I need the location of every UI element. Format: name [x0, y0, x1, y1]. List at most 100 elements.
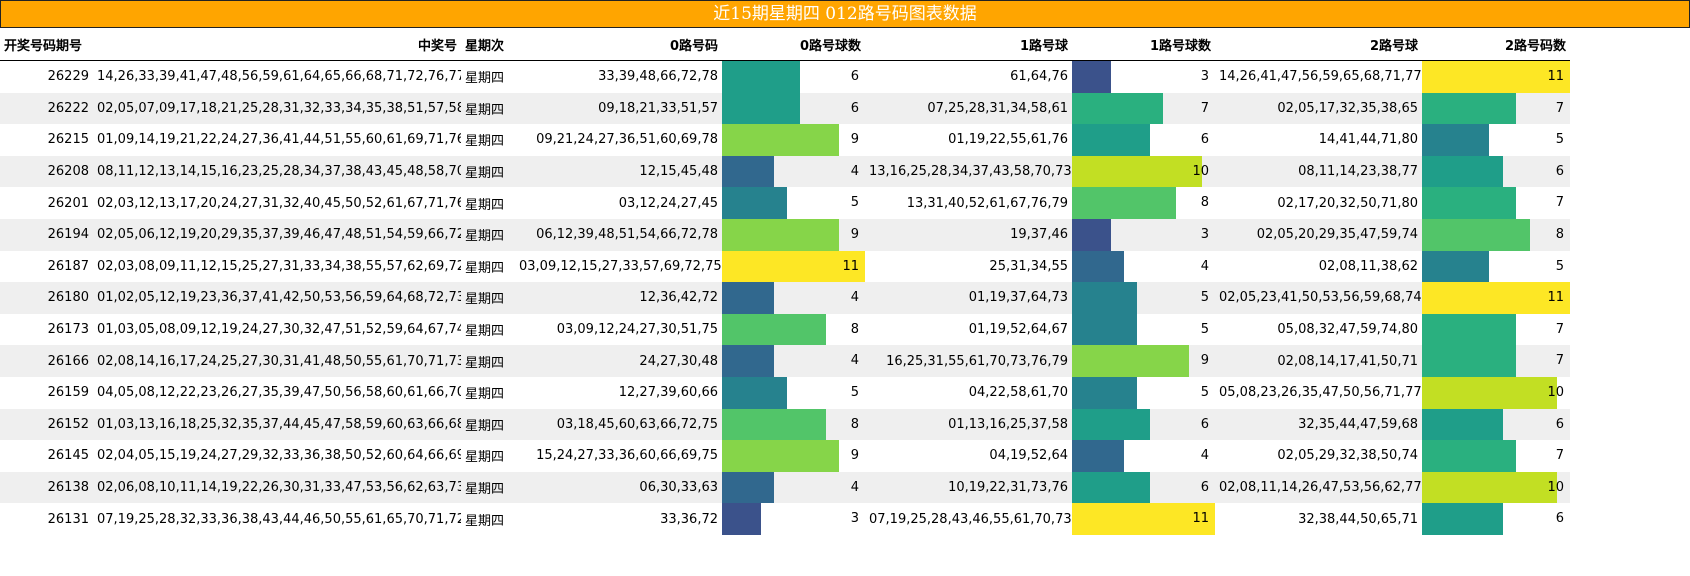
cell-route0-numbers: 06,30,33,63: [515, 471, 722, 504]
cell-route1-count: 5: [1072, 313, 1215, 346]
count-value: 7: [1555, 353, 1564, 369]
cell-route2-count: 5: [1422, 250, 1570, 283]
cell-period: 26138: [0, 471, 93, 504]
cell-period: 26173: [0, 313, 93, 346]
header-weekday[interactable]: 星期次: [461, 28, 515, 61]
cell-route1-numbers: 01,19,37,64,73: [865, 282, 1072, 314]
cell-route1-numbers: 04,19,52,64: [865, 440, 1072, 472]
cell-period: 26145: [0, 440, 93, 472]
header-numbers[interactable]: 中奖号: [93, 28, 461, 61]
table-row: 26208 08,11,12,13,14,15,16,23,25,28,34,37…: [0, 155, 1570, 188]
cell-route2-numbers: 02,05,29,32,38,50,74: [1215, 440, 1422, 472]
table-row: 26222 02,05,07,09,17,18,21,25,28,31,32,33…: [0, 92, 1570, 125]
count-value: 7: [1555, 100, 1564, 116]
header-route0-numbers[interactable]: 0路号码: [515, 28, 722, 61]
count-value: 6: [850, 100, 859, 116]
count-value: 3: [850, 511, 859, 527]
cell-weekday: 星期四: [461, 313, 515, 346]
count-value: 7: [1555, 448, 1564, 464]
table-row: 26152 01,03,13,16,18,25,32,35,37,44,45,47…: [0, 408, 1570, 441]
count-bar: [722, 408, 826, 441]
count-value: 9: [850, 226, 859, 242]
cell-route1-count: 4: [1072, 440, 1215, 472]
cell-weekday: 星期四: [461, 218, 515, 251]
cell-route0-count: 4: [722, 155, 865, 188]
count-bar: [722, 124, 839, 156]
table-row: 26180 01,02,05,12,19,23,36,37,41,42,50,53…: [0, 282, 1570, 314]
count-bar: [722, 345, 774, 377]
cell-weekday: 星期四: [461, 250, 515, 283]
cell-route1-count: 4: [1072, 250, 1215, 283]
count-bar: [722, 218, 839, 251]
cell-route1-count: 6: [1072, 408, 1215, 441]
count-bar: [1422, 471, 1557, 504]
count-value: 7: [1200, 100, 1209, 116]
cell-route0-count: 4: [722, 282, 865, 314]
cell-period: 26166: [0, 345, 93, 377]
cell-route0-numbers: 03,12,24,27,45: [515, 187, 722, 219]
cell-route0-count: 8: [722, 408, 865, 441]
header-row: 开奖号码期号 中奖号 星期次 0路号码 0路号球数 1路号球 1路号球数 2路号…: [0, 28, 1570, 61]
count-value: 6: [1555, 163, 1564, 179]
cell-route2-numbers: 02,08,14,17,41,50,71: [1215, 345, 1422, 377]
cell-route0-numbers: 15,24,27,33,36,60,66,69,75: [515, 440, 722, 472]
table-row: 26194 02,05,06,12,19,20,29,35,37,39,46,47…: [0, 218, 1570, 251]
cell-route1-count: 5: [1072, 376, 1215, 409]
cell-period: 26201: [0, 187, 93, 219]
count-bar: [1072, 376, 1137, 409]
count-bar: [722, 313, 826, 346]
table-row: 26131 07,19,25,28,32,33,36,38,43,44,46,50…: [0, 503, 1570, 535]
cell-route2-numbers: 02,08,11,38,62: [1215, 250, 1422, 283]
cell-route0-numbers: 09,21,24,27,36,51,60,69,78: [515, 124, 722, 156]
cell-route2-numbers: 14,26,41,47,56,59,65,68,71,77,80: [1215, 60, 1422, 93]
cell-route2-numbers: 05,08,32,47,59,74,80: [1215, 313, 1422, 346]
count-value: 5: [1200, 321, 1209, 337]
cell-weekday: 星期四: [461, 92, 515, 125]
count-bar: [1422, 313, 1517, 346]
cell-route1-count: 3: [1072, 218, 1215, 251]
header-route2-numbers[interactable]: 2路号球: [1215, 28, 1422, 61]
cell-route2-numbers: 08,11,14,23,38,77: [1215, 155, 1422, 188]
header-route0-count[interactable]: 0路号球数: [722, 28, 865, 61]
header-route1-numbers[interactable]: 1路号球: [865, 28, 1072, 61]
count-bar: [722, 187, 787, 219]
cell-period: 26152: [0, 408, 93, 441]
cell-numbers: 02,05,06,12,19,20,29,35,37,39,46,47,48,5…: [93, 218, 461, 251]
cell-route1-numbers: 13,16,25,28,34,37,43,58,70,73: [865, 155, 1072, 188]
cell-numbers: 02,03,08,09,11,12,15,25,27,31,33,34,38,5…: [93, 250, 461, 283]
cell-weekday: 星期四: [461, 408, 515, 441]
count-bar: [1422, 250, 1490, 283]
count-bar: [1422, 345, 1517, 377]
count-bar: [1422, 408, 1503, 441]
count-value: 11: [1547, 290, 1564, 306]
cell-route1-numbers: 01,13,16,25,37,58: [865, 408, 1072, 441]
cell-numbers: 08,11,12,13,14,15,16,23,25,28,34,37,38,4…: [93, 155, 461, 188]
count-bar: [1072, 503, 1215, 535]
count-value: 8: [1200, 195, 1209, 211]
cell-numbers: 02,04,05,15,19,24,27,29,32,33,36,38,50,5…: [93, 440, 461, 472]
count-value: 11: [842, 258, 859, 274]
count-bar: [1072, 440, 1124, 472]
cell-route2-count: 11: [1422, 60, 1570, 93]
cell-route1-numbers: 01,19,52,64,67: [865, 313, 1072, 346]
count-bar: [1422, 61, 1570, 93]
cell-route0-numbers: 06,12,39,48,51,54,66,72,78: [515, 218, 722, 251]
cell-period: 26194: [0, 218, 93, 251]
count-value: 10: [1192, 163, 1209, 179]
table-row: 26173 01,03,05,08,09,12,19,24,27,30,32,47…: [0, 313, 1570, 346]
count-value: 7: [1555, 195, 1564, 211]
cell-numbers: 02,06,08,10,11,14,19,22,26,30,31,33,47,5…: [93, 471, 461, 504]
header-period[interactable]: 开奖号码期号: [0, 28, 93, 61]
count-bar: [722, 250, 865, 283]
cell-route0-numbers: 03,09,12,15,27,33,57,69,72,75,78: [515, 250, 722, 283]
cell-numbers: 02,05,07,09,17,18,21,25,28,31,32,33,34,3…: [93, 92, 461, 125]
header-route1-count[interactable]: 1路号球数: [1072, 28, 1215, 61]
cell-route2-count: 10: [1422, 376, 1570, 409]
cell-route2-count: 5: [1422, 124, 1570, 156]
cell-period: 26229: [0, 60, 93, 93]
cell-weekday: 星期四: [461, 471, 515, 504]
header-route2-count[interactable]: 2路号码数: [1422, 28, 1570, 61]
cell-route1-count: 10: [1072, 155, 1215, 188]
count-bar: [1072, 408, 1150, 441]
count-value: 5: [1555, 132, 1564, 148]
